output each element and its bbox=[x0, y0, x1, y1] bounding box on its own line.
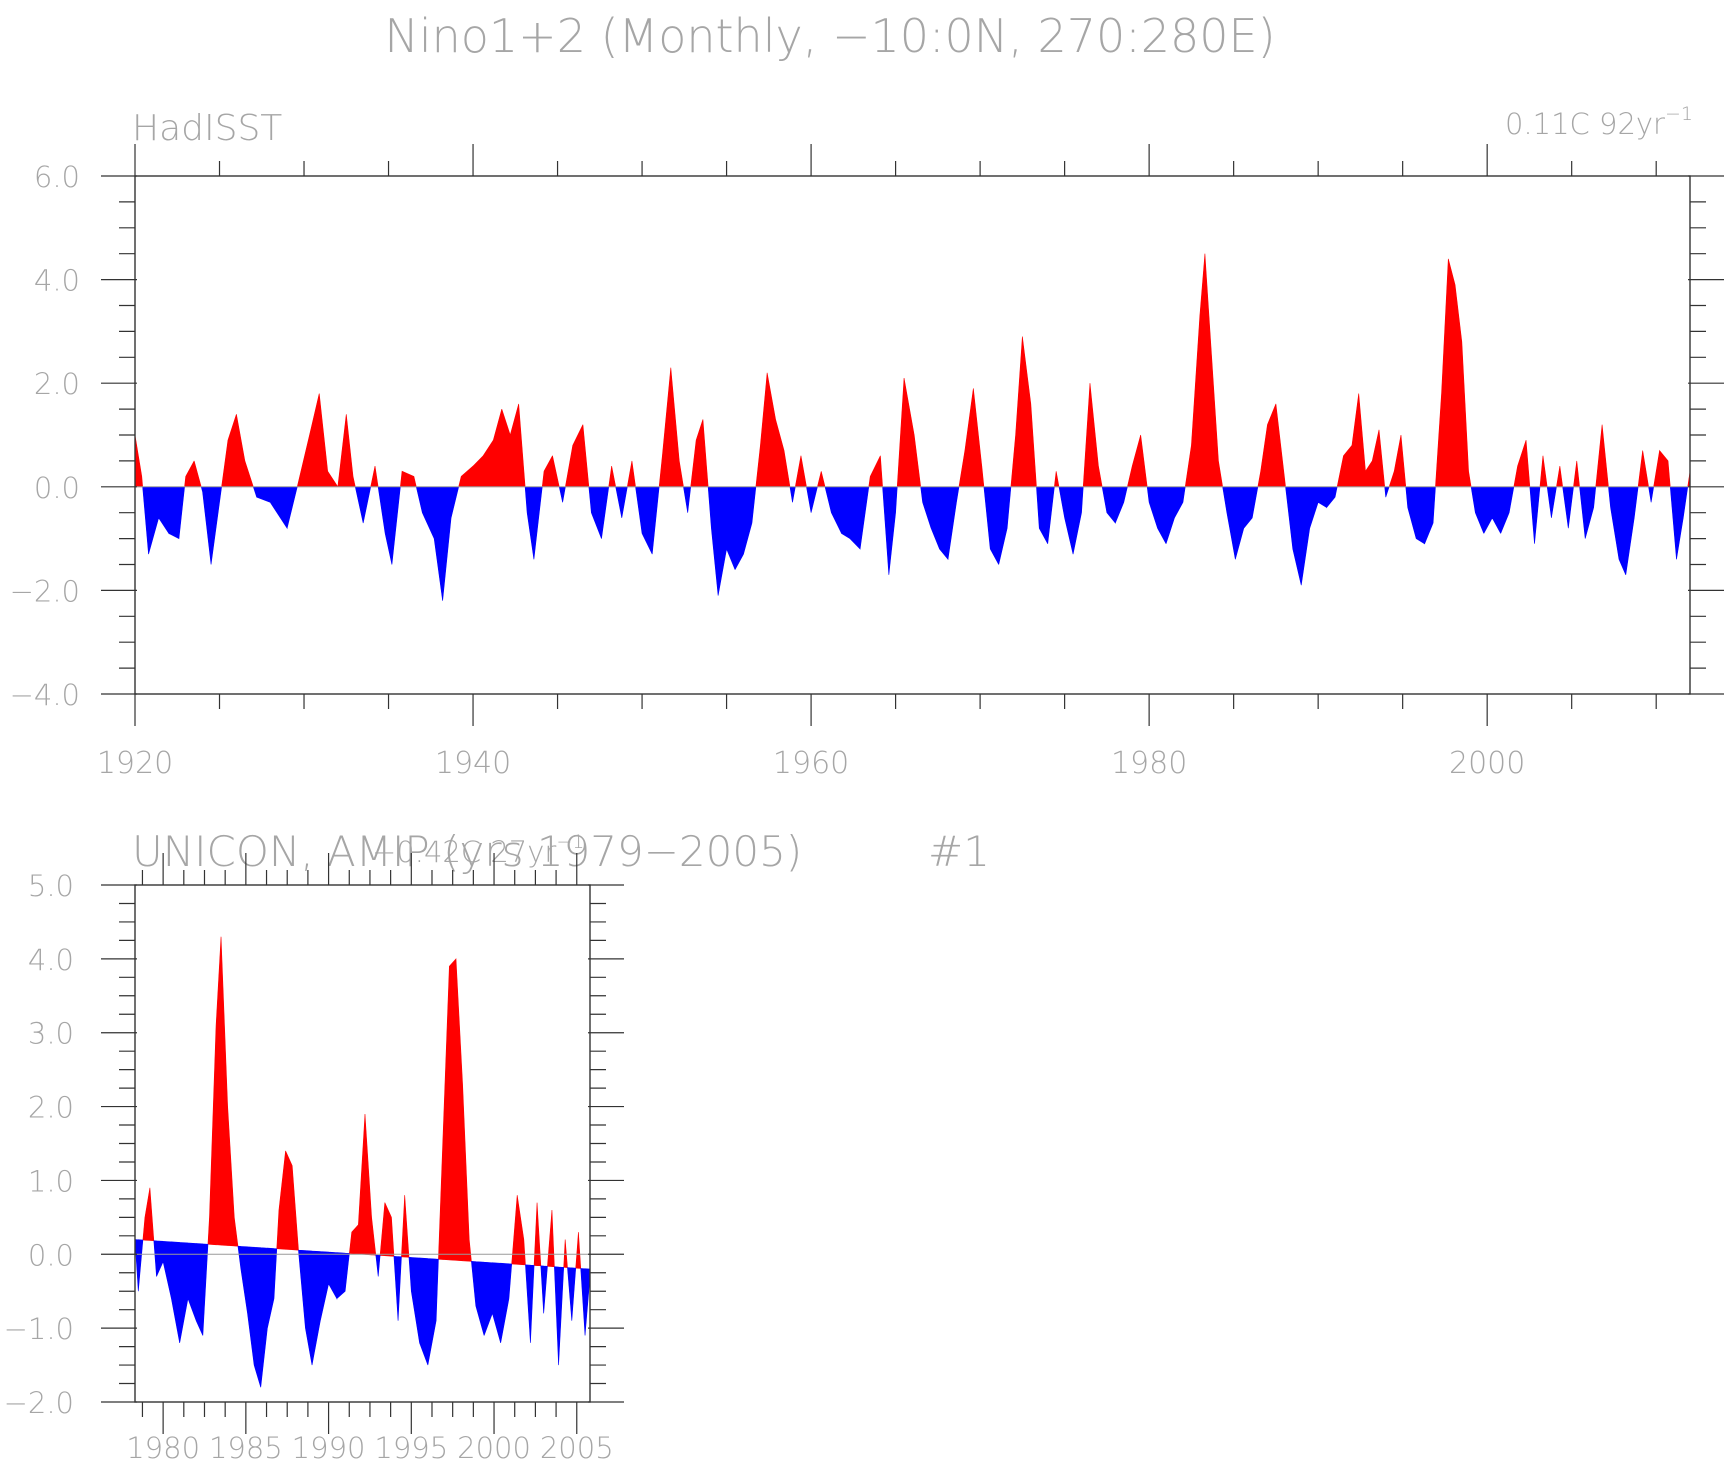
hadisst-y-tick-label: −4.0 bbox=[10, 678, 80, 712]
hadisst-tick-marks bbox=[101, 144, 1724, 726]
hadisst-y-tick-label: 4.0 bbox=[34, 264, 80, 298]
hadisst-y-tick-label: 2.0 bbox=[34, 367, 80, 401]
hadisst-trend-exponent: −1 bbox=[1665, 103, 1693, 125]
hadisst-negative-fill bbox=[142, 486, 1689, 601]
hadisst-fills bbox=[134, 253, 1691, 601]
hadisst-y-tick-label: 6.0 bbox=[34, 160, 80, 194]
unicon-y-tick-labels: 5.0 4.0 3.0 2.0 1.0 0.0 −1.0 −2.0 bbox=[4, 869, 74, 1420]
hadisst-x-tick-label: 1980 bbox=[1111, 746, 1187, 781]
unicon-y-tick-label: 1.0 bbox=[28, 1164, 74, 1198]
unicon-y-tick-label: 2.0 bbox=[28, 1091, 74, 1125]
hadisst-trend-label: 0.11C 92yr−1 bbox=[1505, 103, 1693, 141]
unicon-y-tick-label: −2.0 bbox=[4, 1386, 74, 1420]
unicon-fills bbox=[134, 936, 591, 1388]
hadisst-x-tick-label: 1960 bbox=[773, 746, 849, 781]
unicon-tick-marks bbox=[101, 853, 624, 1434]
unicon-x-tick-labels: 1980 1985 1990 1995 2000 2005 bbox=[126, 1431, 613, 1465]
hadisst-y-tick-labels: 6.0 4.0 2.0 0.0 −2.0 −4.0 bbox=[10, 160, 80, 712]
hadisst-x-tick-label: 1940 bbox=[435, 746, 511, 781]
hadisst-x-tick-label: 1920 bbox=[97, 746, 173, 781]
hadisst-trend-value: 0.11C 92yr bbox=[1505, 107, 1665, 141]
unicon-title: UNICON, AMIP (yrs 1979−2005) bbox=[132, 827, 802, 876]
unicon-trend-label: −0.42C 27yr−1 bbox=[372, 831, 584, 869]
unicon-x-tick-label: 1980 bbox=[126, 1431, 200, 1465]
unicon-y-tick-label: 3.0 bbox=[28, 1017, 74, 1051]
unicon-x-tick-label: 2005 bbox=[540, 1431, 614, 1465]
unicon-y-tick-label: 0.0 bbox=[28, 1238, 74, 1272]
unicon-positive-fill bbox=[142, 936, 582, 1269]
unicon-run-label: #1 bbox=[928, 827, 990, 876]
figure-title: Nino1+2 (Monthly, −10:0N, 270:280E) bbox=[384, 9, 1275, 63]
unicon-x-tick-label: 1995 bbox=[374, 1431, 448, 1465]
unicon-y-tick-label: −1.0 bbox=[4, 1312, 74, 1346]
hadisst-ticks bbox=[101, 144, 1724, 726]
unicon-x-tick-label: 1990 bbox=[292, 1431, 366, 1465]
unicon-panel: UNICON, AMIP (yrs 1979−2005) #1 −0.42C 2… bbox=[4, 827, 990, 1465]
unicon-ticks bbox=[101, 853, 624, 1434]
unicon-negative-fill bbox=[134, 1239, 591, 1388]
hadisst-positive-fill bbox=[134, 253, 1691, 488]
hadisst-x-tick-label: 2000 bbox=[1449, 746, 1525, 781]
hadisst-y-tick-label: −2.0 bbox=[10, 574, 80, 608]
unicon-trend-value: −0.42C 27yr bbox=[372, 835, 556, 869]
unicon-x-tick-label: 1985 bbox=[209, 1431, 283, 1465]
unicon-y-tick-label: 5.0 bbox=[28, 869, 74, 903]
hadisst-x-tick-labels: 1920 1940 1960 1980 2000 bbox=[97, 746, 1526, 781]
unicon-trend-exponent: −1 bbox=[556, 831, 584, 853]
unicon-y-tick-label: 4.0 bbox=[28, 943, 74, 977]
unicon-x-tick-label: 2000 bbox=[457, 1431, 531, 1465]
hadisst-y-tick-label: 0.0 bbox=[34, 471, 80, 505]
hadisst-panel: HadISST 0.11C 92yr−1 6.0 4.0 2.0 0.0 −2.0 −4.… bbox=[10, 103, 1724, 781]
hadisst-title: HadISST bbox=[132, 108, 282, 149]
